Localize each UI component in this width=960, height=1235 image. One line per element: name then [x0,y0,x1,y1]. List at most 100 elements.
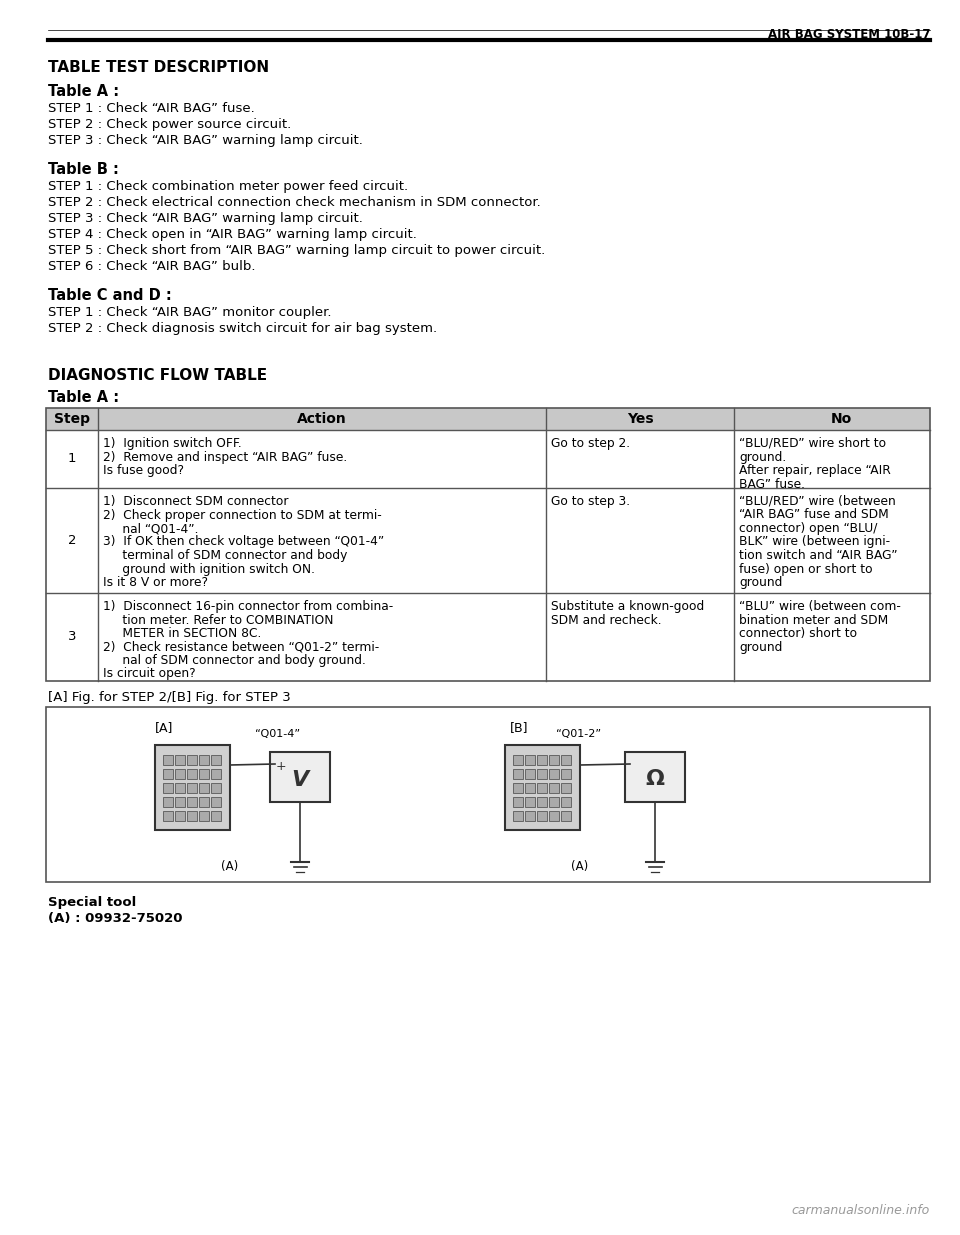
Bar [537,769,547,779]
Bar [537,783,547,793]
Bar [187,755,197,764]
Text: SDM and recheck.: SDM and recheck. [551,614,661,626]
Bar [525,769,535,779]
Bar [46,706,930,882]
Text: STEP 6 : Check “AIR BAG” bulb.: STEP 6 : Check “AIR BAG” bulb. [48,261,255,273]
Text: Action: Action [298,412,347,426]
Text: “AIR BAG” fuse and SDM: “AIR BAG” fuse and SDM [739,509,889,521]
Bar [270,752,330,802]
Bar [46,408,930,680]
Bar [199,783,209,793]
Bar [187,811,197,821]
Text: connector) short to: connector) short to [739,627,857,640]
Bar [163,797,173,806]
Bar [155,745,230,830]
Text: 2)  Check proper connection to SDM at termi-: 2) Check proper connection to SDM at ter… [103,509,382,521]
Bar [175,769,185,779]
Bar [505,745,580,830]
Bar [211,811,221,821]
Bar [525,755,535,764]
Text: 1: 1 [68,452,76,466]
Bar [175,783,185,793]
Text: tion meter. Refer to COMBINATION: tion meter. Refer to COMBINATION [103,614,333,626]
Text: Yes: Yes [627,412,654,426]
Text: (A): (A) [571,860,588,873]
Text: fuse) open or short to: fuse) open or short to [739,562,873,576]
Bar [199,797,209,806]
Bar [537,811,547,821]
Bar [513,755,523,764]
Text: 2: 2 [68,534,76,547]
Bar [525,811,535,821]
Bar [199,811,209,821]
Bar [513,783,523,793]
Text: [A] Fig. for STEP 2/[B] Fig. for STEP 3: [A] Fig. for STEP 2/[B] Fig. for STEP 3 [48,692,291,704]
Bar [549,783,559,793]
Text: STEP 2 : Check power source circuit.: STEP 2 : Check power source circuit. [48,119,291,131]
Bar [211,797,221,806]
Text: [A]: [A] [155,721,174,734]
Text: ground: ground [739,641,782,653]
Text: BLK” wire (between igni-: BLK” wire (between igni- [739,536,890,548]
Text: bination meter and SDM: bination meter and SDM [739,614,888,626]
Bar [211,769,221,779]
Bar [199,755,209,764]
Text: “BLU” wire (between com-: “BLU” wire (between com- [739,600,900,613]
Text: nal “Q01-4”.: nal “Q01-4”. [103,522,199,535]
Text: “Q01-4”: “Q01-4” [255,729,300,739]
Bar [549,769,559,779]
Text: 2)  Check resistance between “Q01-2” termi-: 2) Check resistance between “Q01-2” term… [103,641,379,653]
Bar [549,811,559,821]
Text: STEP 1 : Check combination meter power feed circuit.: STEP 1 : Check combination meter power f… [48,180,408,193]
Text: (A) : 09932-75020: (A) : 09932-75020 [48,911,182,925]
Text: METER in SECTION 8C.: METER in SECTION 8C. [103,627,261,640]
Text: ground.: ground. [739,451,786,463]
Bar [187,797,197,806]
Text: STEP 1 : Check “AIR BAG” fuse.: STEP 1 : Check “AIR BAG” fuse. [48,103,254,115]
Text: Is circuit open?: Is circuit open? [103,667,196,680]
Text: connector) open “BLU/: connector) open “BLU/ [739,522,877,535]
Bar [561,811,571,821]
Bar [211,783,221,793]
Text: [B]: [B] [510,721,529,734]
Bar [187,783,197,793]
Text: Table B :: Table B : [48,162,119,177]
Text: Ω: Ω [645,769,664,789]
Text: Special tool: Special tool [48,897,136,909]
Bar [163,811,173,821]
Text: Is fuse good?: Is fuse good? [103,464,184,477]
Bar [513,797,523,806]
Bar [513,769,523,779]
Text: DIAGNOSTIC FLOW TABLE: DIAGNOSTIC FLOW TABLE [48,368,267,383]
Text: BAG” fuse.: BAG” fuse. [739,478,805,490]
Text: STEP 3 : Check “AIR BAG” warning lamp circuit.: STEP 3 : Check “AIR BAG” warning lamp ci… [48,212,363,225]
Text: terminal of SDM connector and body: terminal of SDM connector and body [103,550,348,562]
Bar [537,755,547,764]
Bar [211,755,221,764]
Text: 3: 3 [68,631,76,643]
Bar [163,783,173,793]
Bar [549,755,559,764]
Text: (A): (A) [222,860,239,873]
Text: Step: Step [54,412,90,426]
Text: 3)  If OK then check voltage between “Q01-4”: 3) If OK then check voltage between “Q01… [103,536,384,548]
Bar [625,752,685,802]
Text: 1)  Disconnect 16-pin connector from combina-: 1) Disconnect 16-pin connector from comb… [103,600,394,613]
Bar [561,797,571,806]
Text: “Q01-2”: “Q01-2” [556,729,601,739]
Bar [513,811,523,821]
Text: +: + [276,760,287,773]
Bar [163,755,173,764]
Bar [549,797,559,806]
Bar [525,783,535,793]
Bar [561,783,571,793]
Text: STEP 2 : Check diagnosis switch circuit for air bag system.: STEP 2 : Check diagnosis switch circuit … [48,322,437,335]
Text: STEP 4 : Check open in “AIR BAG” warning lamp circuit.: STEP 4 : Check open in “AIR BAG” warning… [48,228,417,241]
Text: tion switch and “AIR BAG”: tion switch and “AIR BAG” [739,550,898,562]
Text: STEP 1 : Check “AIR BAG” monitor coupler.: STEP 1 : Check “AIR BAG” monitor coupler… [48,306,331,319]
Text: ground: ground [739,576,782,589]
Text: V: V [292,769,308,790]
Text: TABLE TEST DESCRIPTION: TABLE TEST DESCRIPTION [48,61,269,75]
Text: Table A :: Table A : [48,390,119,405]
Text: Table A :: Table A : [48,84,119,99]
